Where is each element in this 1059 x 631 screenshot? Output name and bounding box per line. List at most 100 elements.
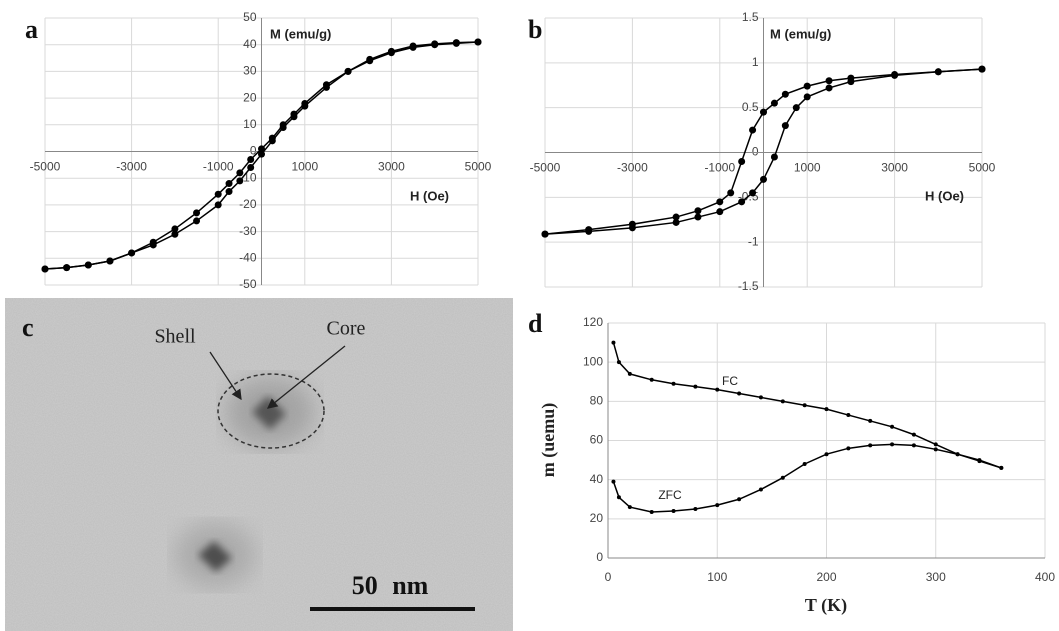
data-point: [977, 459, 982, 464]
data-point: [279, 123, 287, 131]
data-point: [758, 487, 763, 492]
data-point: [803, 93, 811, 101]
data-point: [803, 82, 811, 90]
data-point: [247, 164, 255, 172]
series-line: [544, 68, 983, 235]
series-label: ZFC: [658, 488, 682, 502]
panel-label: c: [22, 313, 34, 342]
data-point: [366, 55, 374, 63]
series-label: FC: [722, 374, 738, 388]
x-axis-label: T (K): [805, 595, 847, 616]
data-point: [715, 503, 720, 508]
data-point: [149, 241, 157, 249]
data-point: [781, 122, 789, 130]
data-point: [585, 227, 593, 235]
y-tick-label: 30: [243, 64, 257, 78]
data-point: [106, 257, 114, 265]
y-axis-label: m (uemu): [538, 403, 559, 478]
data-point: [171, 225, 179, 233]
x-tick-label: 1000: [794, 161, 821, 175]
data-point: [671, 509, 676, 513]
y-tick-label: -1.5: [738, 279, 759, 293]
data-point: [322, 83, 330, 91]
data-point: [890, 424, 895, 429]
data-point: [628, 224, 636, 232]
data-point: [268, 137, 276, 145]
y-tick-label: 120: [583, 315, 603, 329]
data-point: [846, 446, 851, 451]
data-point: [911, 432, 916, 437]
data-point: [911, 443, 916, 448]
data-point: [727, 189, 735, 197]
data-point: [301, 102, 309, 110]
series-line: [612, 443, 1002, 513]
shell-label: Shell: [154, 326, 196, 348]
data-point: [737, 497, 742, 502]
scale-bar-label: 50 nm: [352, 571, 429, 600]
x-tick-label: 3000: [378, 160, 405, 174]
y-axis-label: M (emu/g): [770, 26, 831, 41]
panel-label: d: [528, 309, 543, 338]
data-point: [431, 40, 439, 48]
data-point: [770, 153, 778, 161]
x-tick-label: 0: [605, 570, 612, 584]
data-point: [868, 443, 873, 448]
y-tick-label: 0: [596, 550, 603, 564]
data-point: [824, 452, 829, 457]
y-tick-label: 80: [590, 394, 604, 408]
data-point: [671, 381, 676, 386]
data-point: [290, 113, 298, 121]
data-point: [693, 507, 698, 512]
data-point: [847, 78, 855, 86]
data-point: [890, 442, 895, 447]
data-point: [171, 230, 179, 238]
x-tick-label: 400: [1035, 570, 1055, 584]
y-tick-label: -30: [239, 224, 257, 238]
x-tick-label: 300: [926, 570, 946, 584]
panel-label: b: [528, 15, 542, 44]
data-point: [760, 108, 767, 116]
data-point: [236, 177, 244, 185]
data-point: [672, 218, 680, 226]
data-point: [770, 99, 778, 107]
data-point: [541, 230, 549, 238]
y-tick-label: 40: [243, 37, 257, 51]
data-point: [214, 190, 222, 198]
y-tick-label: 100: [583, 354, 603, 368]
data-point: [780, 475, 785, 480]
data-point: [694, 207, 702, 215]
data-point: [780, 399, 785, 404]
y-tick-label: -20: [239, 197, 257, 211]
data-point: [616, 360, 621, 365]
data-point: [452, 39, 460, 47]
data-point: [716, 208, 724, 216]
data-point: [258, 145, 265, 153]
data-point: [999, 465, 1004, 470]
x-axis-label: H (Oe): [925, 188, 964, 203]
x-tick-label: -1000: [704, 161, 735, 175]
data-point: [792, 104, 800, 112]
data-point: [627, 505, 632, 510]
y-tick-label: 40: [590, 472, 604, 486]
x-tick-label: -5000: [530, 161, 561, 175]
core-label: Core: [327, 318, 366, 340]
data-point: [738, 198, 746, 206]
data-point: [802, 403, 807, 408]
data-point: [193, 217, 201, 225]
data-point: [694, 213, 702, 221]
data-point: [737, 391, 742, 396]
tem-image: c Shell Core 50 nm: [5, 298, 513, 631]
y-tick-label: 60: [590, 433, 604, 447]
data-point: [672, 213, 680, 221]
x-tick-label: -3000: [116, 160, 147, 174]
data-point: [214, 201, 222, 209]
y-tick-label: 1.5: [742, 10, 759, 24]
y-tick-label: 20: [243, 90, 257, 104]
data-point: [846, 413, 851, 418]
data-point: [955, 452, 960, 457]
data-point: [128, 249, 136, 257]
y-tick-label: 10: [243, 117, 257, 131]
data-point: [716, 198, 724, 206]
data-point: [781, 90, 789, 98]
data-point: [225, 180, 233, 188]
